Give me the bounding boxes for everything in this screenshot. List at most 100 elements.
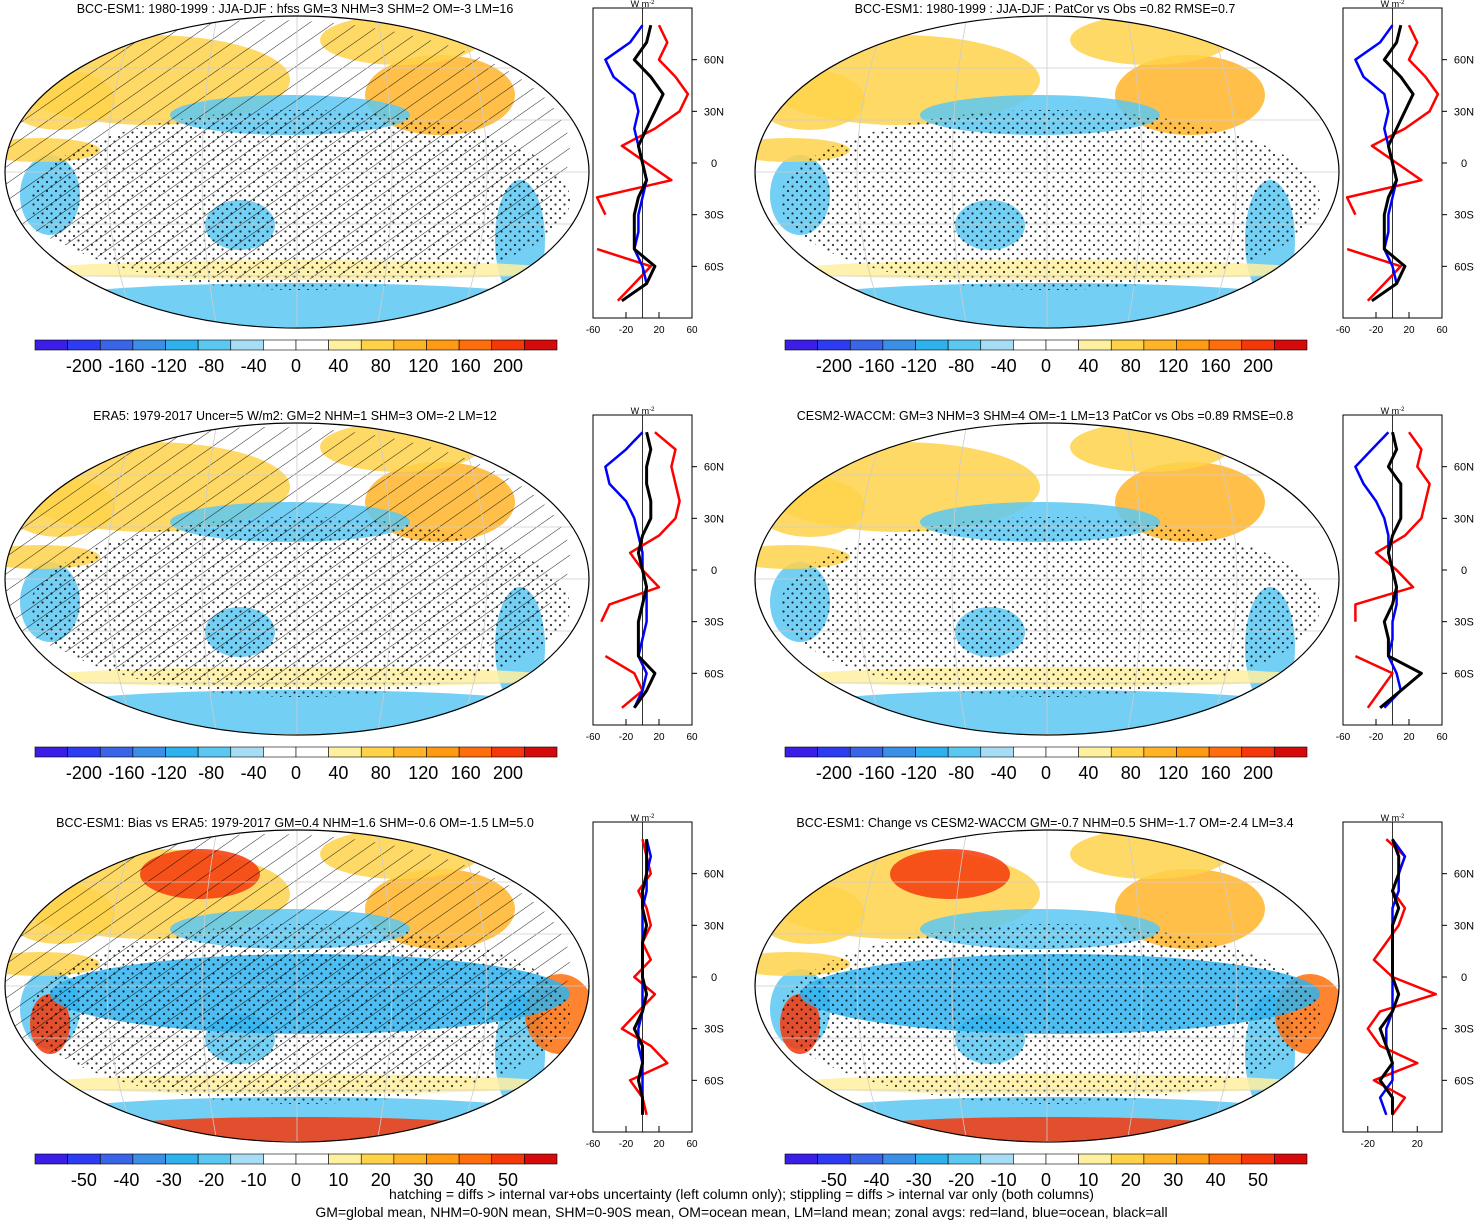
zonal-xtick-label: -20 (1369, 325, 1384, 336)
colorbar-tick-label: -160 (108, 356, 144, 376)
colorbar-tick-label: 20 (1121, 1170, 1141, 1190)
colorbar-tick-label: -80 (948, 356, 974, 376)
colorbar-tick-label: 200 (493, 763, 523, 783)
zonal-avg-plot: W m-2 60N 30N 0 30S 60S -20 20 (1342, 813, 1474, 1150)
zonal-ytick-label: 60S (704, 668, 724, 680)
zonal-unit-label: W m-2 (631, 406, 655, 416)
colorbar-swatch (491, 746, 525, 758)
zonal-ytick-label: 0 (1461, 158, 1467, 170)
colorbar-swatch (947, 1153, 982, 1165)
colorbar-tick-label: -40 (113, 1170, 139, 1190)
colorbar-swatch (328, 746, 362, 758)
colorbar-tick-label: -10 (991, 1170, 1017, 1190)
colorbar-swatch (1241, 339, 1275, 351)
colorbar-swatch (165, 1153, 199, 1165)
colorbar-swatch (393, 1153, 427, 1165)
zonal-xtick-label: 60 (1436, 325, 1448, 336)
colorbar-swatch (1045, 1153, 1079, 1165)
zonal-all-curve (621, 24, 665, 303)
colorbar-swatch (34, 1153, 68, 1165)
colorbar-swatch (1045, 339, 1079, 351)
colorbar-swatch (784, 746, 818, 758)
colorbar-tick-label: 0 (1041, 1170, 1051, 1190)
colorbar-swatch (915, 1153, 949, 1165)
field-siberia-hot (890, 849, 1010, 899)
zonal-ytick-label: 30N (704, 920, 724, 932)
colorbar-tick-label: -40 (863, 1170, 889, 1190)
colorbar-swatch (524, 746, 558, 758)
zonal-unit-label: W m-2 (1381, 0, 1405, 9)
colorbar-tick-label: -30 (906, 1170, 932, 1190)
colorbar-swatch (132, 746, 166, 758)
colorbar-swatch (197, 746, 232, 758)
colorbar-swatch (360, 339, 395, 351)
colorbar-tick-label: 160 (1201, 356, 1231, 376)
colorbar-swatch (263, 746, 297, 758)
colorbar-swatch (263, 339, 297, 351)
colorbar-swatch (132, 339, 166, 351)
colorbar-swatch (1274, 1153, 1308, 1165)
colorbar-swatch (817, 339, 851, 351)
zonal-ytick-label: 60N (1454, 869, 1474, 881)
stippling (780, 517, 1320, 697)
zonal-xtick-label: 20 (1403, 325, 1415, 336)
panel-title: ERA5: 1979-2017 Uncer=5 W/m2: GM=2 NHM=1… (93, 409, 497, 423)
colorbar-tick-label: -160 (108, 763, 144, 783)
zonal-ytick-label: 30N (1454, 513, 1474, 525)
zonal-xtick-label: 20 (1412, 1139, 1424, 1150)
colorbar-swatch (458, 339, 493, 351)
zonal-xtick-label: -60 (586, 732, 601, 743)
colorbar-tick-label: -30 (156, 1170, 182, 1190)
zonal-ytick-label: 30S (1454, 1024, 1474, 1036)
colorbar-swatch (524, 339, 558, 351)
zonal-ytick-label: 30S (704, 617, 724, 629)
colorbar-swatch (197, 339, 232, 351)
zonal-all-curve (1378, 838, 1401, 1115)
colorbar-swatch (34, 339, 68, 351)
colorbar-tick-label: -40 (991, 763, 1017, 783)
colorbar-tick-label: 10 (1078, 1170, 1098, 1190)
colorbar-swatch (1110, 1153, 1145, 1165)
colorbar-tick-label: 80 (371, 763, 391, 783)
footer-line-2: GM=global mean, NHM=0-90N mean, SHM=0-90… (315, 1204, 1168, 1220)
colorbar-swatch (1143, 746, 1177, 758)
hatching (5, 834, 570, 1094)
zonal-ytick-label: 60N (1454, 55, 1474, 67)
colorbar-tick-label: 50 (1248, 1170, 1268, 1190)
zonal-ytick-label: 60N (704, 55, 724, 67)
colorbar-swatch (360, 746, 395, 758)
colorbar: -200 -160 -120 -80 -40 0 40 80 120 160 200 (34, 746, 558, 783)
panel-title: BCC-ESM1: 1980-1999 : JJA-DJF : hfss GM=… (76, 2, 514, 16)
colorbar-swatch (230, 746, 264, 758)
zonal-ytick-label: 0 (711, 565, 717, 577)
colorbar-swatch (426, 1153, 460, 1165)
colorbar-tick-label: 160 (451, 763, 481, 783)
zonal-ytick-label: 30S (1454, 210, 1474, 222)
map-border (754, 422, 1340, 736)
zonal-unit-label: W m-2 (631, 0, 655, 9)
colorbar-swatch (426, 746, 460, 758)
colorbar-swatch (1274, 339, 1308, 351)
colorbar-swatch (849, 339, 884, 351)
colorbar-tick-label: 160 (1201, 763, 1231, 783)
colorbar-swatch (458, 1153, 493, 1165)
field-greenland-warm (1070, 16, 1230, 65)
colorbar-tick-label: 40 (328, 356, 348, 376)
colorbar-swatch (99, 1153, 134, 1165)
zonal-xtick-label: 20 (653, 325, 665, 336)
colorbar-swatch (67, 339, 101, 351)
colorbar-swatch (328, 1153, 362, 1165)
zonal-avg-plot: W m-2 60N 30N 0 30S 60S -60 -20 20 60 (586, 406, 724, 743)
colorbar-tick-label: 50 (498, 1170, 518, 1190)
colorbar-tick-label: 200 (1243, 356, 1273, 376)
colorbar-swatch (915, 746, 949, 758)
zonal-all-curve (632, 839, 649, 1115)
colorbar-tick-label: -40 (991, 356, 1017, 376)
zonal-ytick-label: 0 (711, 972, 717, 984)
zonal-xtick-label: 60 (686, 325, 698, 336)
zonal-xtick-label: 20 (653, 1139, 665, 1150)
colorbar: -200 -160 -120 -80 -40 0 40 80 120 160 200 (34, 339, 558, 376)
zonal-ytick-label: 30S (1454, 617, 1474, 629)
